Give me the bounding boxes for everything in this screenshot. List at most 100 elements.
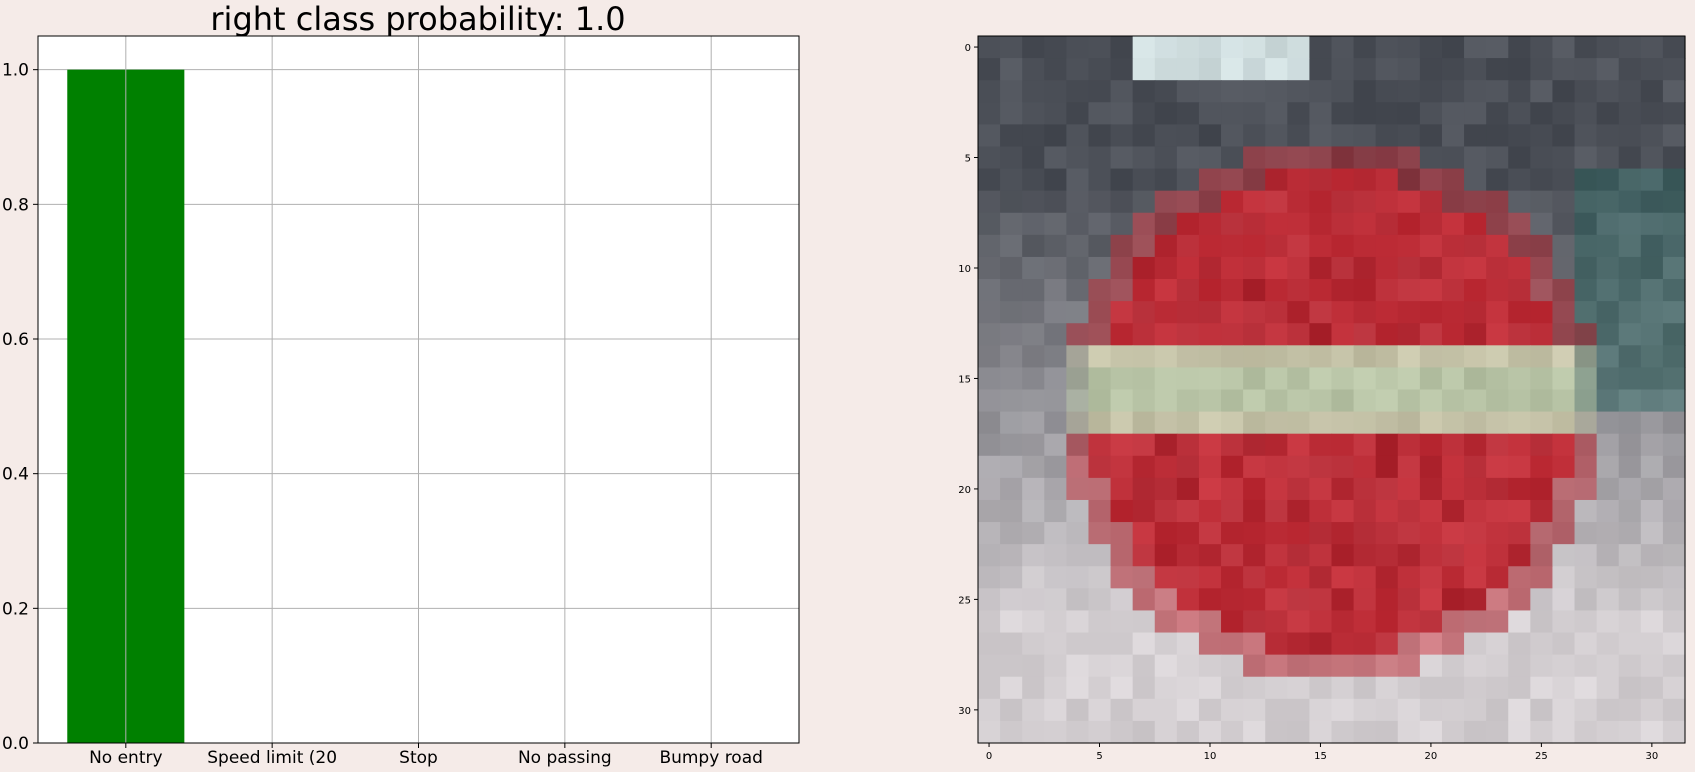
pixel	[1000, 499, 1023, 523]
pixel	[1287, 80, 1310, 103]
pixel	[1176, 367, 1200, 391]
pixel	[1331, 610, 1355, 634]
pixel	[1508, 610, 1531, 634]
pixel	[1640, 522, 1664, 545]
pixel	[1486, 234, 1509, 258]
pixel	[1419, 80, 1443, 103]
pixel	[1552, 345, 1576, 368]
pixel	[1508, 433, 1531, 457]
pixel	[1640, 124, 1664, 148]
pixel	[1110, 654, 1134, 678]
pixel	[1618, 522, 1642, 545]
pixel	[1198, 146, 1222, 170]
pixel	[1221, 36, 1244, 59]
pixel	[1618, 455, 1642, 479]
pixel	[1221, 146, 1244, 170]
pixel	[1132, 124, 1156, 148]
pixel	[1022, 36, 1045, 59]
pixel	[1419, 588, 1443, 612]
pixel	[1198, 234, 1222, 258]
pixel	[1596, 433, 1620, 457]
pixel	[1530, 256, 1554, 280]
pixel	[1066, 544, 1090, 567]
pixel	[1154, 345, 1178, 368]
pixel	[1375, 676, 1399, 700]
pixel	[1375, 698, 1399, 722]
pixel	[1132, 566, 1156, 589]
pixel	[1110, 433, 1134, 457]
pixel	[1530, 168, 1554, 192]
pixel	[1552, 389, 1576, 413]
pixel	[1375, 58, 1399, 81]
pixel	[1375, 522, 1399, 545]
pixel	[1088, 234, 1112, 258]
pixel	[1596, 190, 1620, 214]
pixel	[1552, 102, 1576, 125]
pixel	[1596, 102, 1620, 125]
pixel	[1552, 676, 1576, 700]
pixel	[1265, 433, 1288, 457]
pixel	[1662, 676, 1686, 700]
pixel	[1353, 80, 1377, 103]
pixel	[1618, 499, 1642, 523]
pixel	[1243, 477, 1266, 501]
pixel	[1243, 146, 1266, 170]
pixel	[1574, 610, 1598, 634]
pixel	[1486, 36, 1509, 59]
pixel	[1486, 522, 1509, 545]
pixel	[1530, 477, 1554, 501]
pixel	[1397, 323, 1421, 346]
pixel	[1331, 455, 1355, 479]
pixel	[1618, 433, 1642, 457]
pixel	[1530, 522, 1554, 545]
pixel	[1353, 566, 1377, 589]
pixel	[1486, 256, 1509, 280]
pixel	[1596, 676, 1620, 700]
pixel	[978, 58, 1001, 81]
pixel	[1618, 698, 1642, 722]
pixel	[1287, 58, 1310, 81]
pixel	[1486, 212, 1509, 236]
pixel	[1022, 146, 1045, 170]
pixel	[1088, 256, 1112, 280]
pixel	[1375, 212, 1399, 236]
pixel	[1066, 455, 1090, 479]
pixel	[1397, 411, 1421, 435]
pixel	[1044, 80, 1067, 103]
pixel	[978, 345, 1001, 368]
pixel	[1110, 301, 1134, 324]
pixel	[1331, 279, 1355, 302]
pixel	[1596, 632, 1620, 656]
pixel	[1441, 279, 1465, 302]
pixel	[1397, 610, 1421, 634]
pixel	[1464, 102, 1487, 125]
pixel	[978, 544, 1001, 567]
pixel	[1000, 588, 1023, 612]
pixel	[1574, 234, 1598, 258]
pixel	[1265, 477, 1288, 501]
pixel	[1419, 279, 1443, 302]
pixel	[1618, 654, 1642, 678]
pixel	[1265, 389, 1288, 413]
pixel	[1154, 588, 1178, 612]
pixel	[1464, 698, 1487, 722]
pixel	[1287, 477, 1310, 501]
pixel	[1508, 676, 1531, 700]
pixel	[1596, 389, 1620, 413]
pixel	[1221, 168, 1244, 192]
pixel	[1574, 80, 1598, 103]
pixel	[1640, 301, 1664, 324]
pixel	[978, 168, 1001, 192]
pixel	[1574, 433, 1598, 457]
pixel	[1662, 345, 1686, 368]
pixel	[1618, 212, 1642, 236]
bar-chart: 0.0 0.2 0.4 0.6 0.8 1.0 No entry Speed limit (…	[2, 0, 800, 768]
pixel	[1574, 566, 1598, 589]
pixel	[1574, 102, 1598, 125]
pixel	[1132, 544, 1156, 567]
pixel	[1331, 588, 1355, 612]
pixel	[1309, 146, 1333, 170]
pixel	[1419, 522, 1443, 545]
pixel	[1486, 455, 1509, 479]
pixel	[1287, 279, 1310, 302]
